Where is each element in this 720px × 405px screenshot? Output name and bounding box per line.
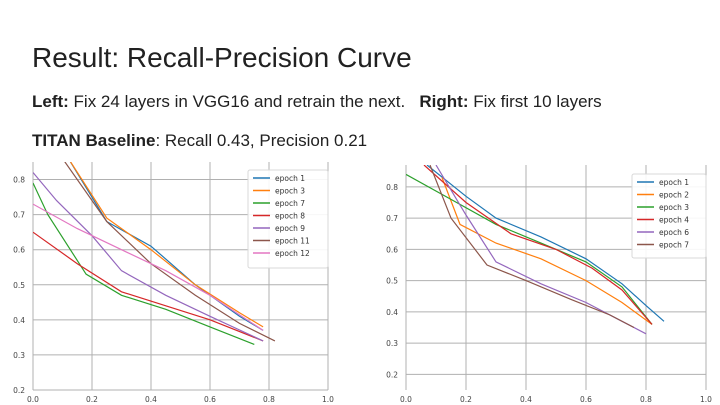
legend-label: epoch 12 bbox=[275, 249, 310, 258]
x-tick-label: 0.4 bbox=[520, 395, 532, 404]
y-tick-label: 0.8 bbox=[386, 183, 398, 192]
left-pr-chart: 0.0 0.2 0.4 0.6 0.8 1.00.80.70.60.50.40.30.2e… bbox=[13, 162, 334, 404]
x-tick-label: 0.0 bbox=[27, 395, 39, 404]
series-line-epoch-3 bbox=[406, 173, 653, 325]
legend-label: epoch 3 bbox=[659, 203, 689, 212]
series-line-epoch-1 bbox=[69, 162, 264, 331]
legend-label: epoch 7 bbox=[659, 241, 689, 250]
series-line-epoch-9 bbox=[33, 172, 264, 342]
x-tick-label: 0.6 bbox=[580, 395, 592, 404]
baseline-label: TITAN Baseline bbox=[32, 131, 156, 150]
legend-label: epoch 6 bbox=[659, 228, 689, 237]
x-tick-label: 1.0 bbox=[322, 395, 334, 404]
left-label: Left: bbox=[32, 92, 69, 111]
series-line-epoch-2 bbox=[441, 177, 653, 325]
legend-label: epoch 2 bbox=[659, 191, 689, 200]
x-tick-label: 0.6 bbox=[204, 395, 216, 404]
legend-label: epoch 9 bbox=[275, 224, 305, 233]
legend-label: epoch 1 bbox=[659, 178, 689, 187]
legend-label: epoch 7 bbox=[275, 199, 305, 208]
y-tick-label: 0.2 bbox=[386, 370, 398, 379]
y-tick-label: 0.3 bbox=[13, 351, 25, 360]
slide-title: Result: Recall-Precision Curve bbox=[32, 42, 412, 73]
x-tick-label: 0.2 bbox=[460, 395, 472, 404]
legend-label: epoch 8 bbox=[275, 212, 305, 221]
x-tick-label: 1.0 bbox=[700, 395, 712, 404]
baseline-values: : Recall 0.43, Precision 0.21 bbox=[155, 131, 368, 150]
x-tick-label: 0.2 bbox=[86, 395, 98, 404]
y-tick-label: 0.7 bbox=[13, 211, 25, 220]
right-pr-chart: 0.0 0.2 0.4 0.6 0.8 1.0 0.8 0.7 0.6 0.5 0.4 0.3 0.2 e… bbox=[386, 165, 712, 404]
x-tick-label: 0.0 bbox=[400, 395, 412, 404]
series-line-epoch-1 bbox=[426, 165, 665, 322]
legend-label: epoch 3 bbox=[275, 187, 305, 196]
series-line-epoch-7 bbox=[429, 165, 635, 329]
series-line-epoch-8 bbox=[33, 231, 264, 342]
right-description: Fix first 10 layers bbox=[468, 92, 602, 111]
series-line-epoch-4 bbox=[423, 165, 653, 325]
y-tick-label: 0.3 bbox=[386, 339, 398, 348]
baseline-description: TITAN Baseline: Recall 0.43, Precision 0… bbox=[32, 131, 367, 151]
series-line-epoch-12 bbox=[33, 203, 264, 331]
left-description: Fix 24 layers in VGG16 and retrain the n… bbox=[68, 92, 406, 111]
x-tick-label: 0.4 bbox=[145, 395, 157, 404]
series-line-epoch-7 bbox=[33, 182, 255, 345]
y-tick-label: 0.6 bbox=[386, 245, 398, 254]
right-label: Right: bbox=[419, 92, 469, 111]
legend-label: epoch 11 bbox=[275, 237, 310, 246]
series-line-epoch-3 bbox=[69, 162, 264, 328]
y-tick-label: 0.5 bbox=[13, 281, 25, 290]
experiment-description: Left: Fix 24 layers in VGG16 and retrain… bbox=[32, 92, 602, 112]
legend-label: epoch 1 bbox=[275, 174, 305, 183]
legend-box bbox=[247, 169, 329, 269]
y-tick-label: 0.7 bbox=[386, 214, 398, 223]
y-tick-label: 0.8 bbox=[13, 176, 25, 185]
y-tick-label: 0.5 bbox=[386, 277, 398, 286]
x-tick-label: 0.8 bbox=[640, 395, 652, 404]
y-tick-label: 0.4 bbox=[13, 316, 25, 325]
legend-label: epoch 4 bbox=[659, 216, 689, 225]
y-tick-label: 0.2 bbox=[13, 386, 25, 395]
x-tick-label: 0.8 bbox=[263, 395, 275, 404]
y-tick-label: 0.6 bbox=[13, 246, 25, 255]
y-tick-label: 0.4 bbox=[386, 308, 398, 317]
series-line-epoch-11 bbox=[64, 162, 276, 342]
